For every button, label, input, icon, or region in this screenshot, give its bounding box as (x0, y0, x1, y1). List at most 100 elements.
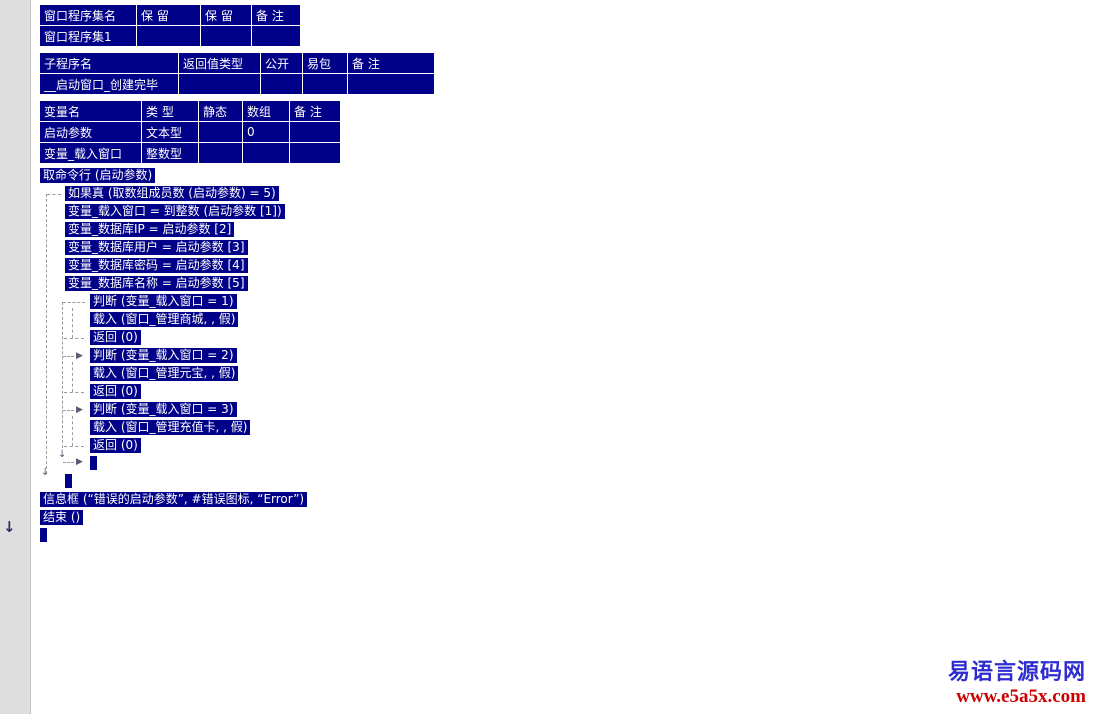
code-statement[interactable]: 变量_数据库名称 = 启动参数 [5] (65, 276, 248, 291)
column-header: 公开 (260, 53, 303, 74)
table-cell[interactable] (290, 143, 341, 164)
column-header: 子程序名 (40, 53, 179, 74)
flow-down-arrow-icon: ↓ (41, 467, 50, 478)
table-cell[interactable]: 文本型 (141, 121, 199, 143)
table-cell[interactable]: 启动参数 (40, 121, 142, 143)
flow-right-arrow-icon: ▶ (76, 457, 83, 467)
table-cell[interactable] (289, 121, 340, 143)
tree-guide (72, 416, 73, 446)
table-header-row: 窗口程序集名保 留保 留备 注 (40, 5, 300, 26)
tree-guide (63, 410, 74, 411)
code-line: 判断 (变量_载入窗口 = 1) (0, 293, 1114, 311)
edit-cursor-block[interactable] (65, 474, 72, 488)
table-header-row: 子程序名 返回值类型 公开 易包备 注 (40, 53, 434, 74)
tree-guide (64, 338, 84, 339)
column-header: 数组 (242, 101, 290, 122)
code-statement[interactable]: 判断 (变量_载入窗口 = 2) (90, 348, 237, 363)
column-header: 备 注 (347, 53, 434, 74)
watermark-site-url: www.e5a5x.com (956, 686, 1086, 707)
watermark-site-name: 易语言源码网 (947, 660, 1086, 685)
column-header: 返回值类型 (178, 53, 261, 74)
code-line (0, 455, 1114, 473)
table-cell[interactable]: __启动窗口_创建完毕 (40, 73, 179, 94)
column-header: 类 型 (141, 101, 199, 122)
code-statement[interactable]: 信息框 (“错误的启动参数”, #错误图标, “Error”) (40, 492, 308, 507)
column-header: 易包 (302, 53, 348, 74)
flow-right-arrow-icon: ▶ (76, 351, 83, 361)
code-statement[interactable]: 变量_数据库IP = 启动参数 [2] (65, 222, 235, 237)
tree-guide (63, 462, 74, 463)
code-line: 判断 (变量_载入窗口 = 3) (0, 401, 1114, 419)
table-cell[interactable] (198, 121, 243, 143)
code-line: 载入 (窗口_管理充值卡, , 假) (0, 419, 1114, 437)
column-header: 变量名 (40, 101, 142, 122)
code-line: 载入 (窗口_管理元宝, , 假) (0, 365, 1114, 383)
tree-guide (63, 356, 74, 357)
table-cell[interactable]: 变量_载入窗口 (40, 142, 142, 163)
column-header: 保 留 (136, 5, 201, 26)
code-line: 判断 (变量_载入窗口 = 2) (0, 347, 1114, 365)
code-line: 变量_数据库IP = 启动参数 [2] (0, 221, 1114, 239)
code-line: 结束 () (0, 509, 1114, 527)
local-variable-table: 变量名类 型静态 数组备 注启动参数 文本型 0 变量_载入窗口 整数型 (40, 101, 340, 163)
window-program-set-table: 窗口程序集名保 留保 留备 注窗口程序集1 (40, 5, 300, 46)
table-cell[interactable]: 整数型 (141, 142, 199, 163)
code-line: 如果真 (取数组成员数 (启动参数) = 5) (0, 185, 1114, 203)
code-line: 变量_数据库名称 = 启动参数 [5] (0, 275, 1114, 293)
code-line: 取命令行 (启动参数) (0, 167, 1114, 185)
table-header-row: 变量名类 型静态 数组备 注 (40, 101, 340, 122)
code-statement[interactable]: 载入 (窗口_管理充值卡, , 假) (90, 420, 251, 435)
table-cell[interactable] (302, 73, 348, 94)
tree-guide-switch (62, 302, 63, 448)
code-statement[interactable]: 变量_数据库用户 = 启动参数 [3] (65, 240, 248, 255)
edit-cursor-block[interactable] (40, 528, 47, 542)
table-cell[interactable] (198, 142, 243, 163)
gutter-down-arrow-icon: ↓ (3, 518, 16, 536)
tree-guide (64, 446, 84, 447)
column-header: 保 留 (200, 5, 252, 26)
table-cell[interactable] (348, 74, 435, 95)
code-line: 变量_载入窗口 = 到整数 (启动参数 [1]) (0, 203, 1114, 221)
table-cell[interactable] (252, 26, 301, 47)
column-header: 窗口程序集名 (40, 5, 137, 26)
column-header: 备 注 (251, 5, 300, 26)
tree-guide (47, 194, 61, 195)
code-statement[interactable]: 判断 (变量_载入窗口 = 1) (90, 294, 237, 309)
code-statement[interactable]: 返回 (0) (90, 438, 141, 453)
code-line: 返回 (0) (0, 437, 1114, 455)
tree-guide (64, 392, 84, 393)
flow-right-arrow-icon: ▶ (76, 405, 83, 415)
code-line: 变量_数据库用户 = 启动参数 [3] (0, 239, 1114, 257)
code-statement[interactable]: 如果真 (取数组成员数 (启动参数) = 5) (65, 186, 279, 201)
code-statement[interactable]: 返回 (0) (90, 330, 141, 345)
code-statement[interactable]: 取命令行 (启动参数) (40, 168, 156, 183)
code-line: 信息框 (“错误的启动参数”, #错误图标, “Error”) (0, 491, 1114, 509)
code-statement[interactable]: 载入 (窗口_管理商城, , 假) (90, 312, 239, 327)
table-cell[interactable] (136, 25, 201, 46)
code-statement[interactable]: 变量_数据库密码 = 启动参数 [4] (65, 258, 248, 273)
table-row: 变量_载入窗口 整数型 (40, 142, 341, 164)
code-statement[interactable]: 变量_载入窗口 = 到整数 (启动参数 [1]) (65, 204, 285, 219)
left-gutter: ↓ (0, 0, 31, 714)
tree-guide (72, 308, 73, 338)
subroutine-table: 子程序名 返回值类型 公开 易包备 注 __启动窗口_创建完毕 (40, 53, 434, 94)
code-statement[interactable]: 返回 (0) (90, 384, 141, 399)
code-line: 返回 (0) (0, 329, 1114, 347)
table-cell[interactable]: 0 (242, 121, 290, 143)
table-cell[interactable] (242, 142, 290, 163)
column-header: 备 注 (289, 101, 340, 122)
code-flow-area: 取命令行 (启动参数) 如果真 (取数组成员数 (启动参数) = 5) 变量_载入窗… (0, 167, 1114, 545)
table-cell[interactable] (178, 73, 261, 94)
code-statement[interactable]: 判断 (变量_载入窗口 = 3) (90, 402, 237, 417)
tree-guide-outer (46, 194, 47, 474)
column-header: 静态 (198, 101, 243, 122)
code-line (0, 527, 1114, 545)
code-line: 返回 (0) (0, 383, 1114, 401)
table-cell[interactable]: 窗口程序集1 (40, 25, 137, 46)
edit-cursor-block[interactable] (90, 456, 97, 470)
code-line (0, 473, 1114, 491)
code-statement[interactable]: 载入 (窗口_管理元宝, , 假) (90, 366, 239, 381)
table-cell[interactable] (260, 73, 303, 94)
table-cell[interactable] (200, 25, 252, 46)
code-statement[interactable]: 结束 () (40, 510, 84, 525)
